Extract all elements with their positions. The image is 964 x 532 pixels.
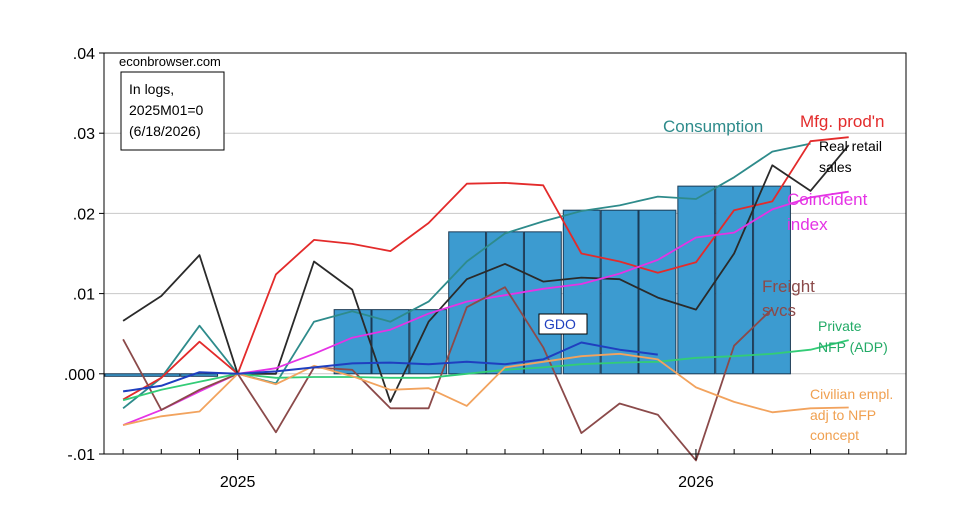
gdo-bar [486,231,524,375]
series-line-civilian-empl-adj-to-nfp-concept [122,352,849,426]
label-mfg-prodn: Mfg. prod'n [800,112,885,131]
gdo-bar [448,231,487,375]
label-private: Private [818,318,862,334]
y-tick-label: .000 [64,367,95,384]
label-real-retail: Real retail [819,138,882,154]
y-tick-label: .04 [73,46,95,63]
series-line-mfg-prod-n [122,136,849,401]
x-tick-label: 2026 [678,474,714,491]
gdo-bar [180,373,219,377]
label-concept: concept [810,427,859,443]
x-axis: 2025 2026 [122,449,888,491]
note-line-3: (6/18/2026) [129,123,201,139]
gdo-bar [104,373,143,377]
line-series [122,136,850,462]
label-index: index [787,215,828,234]
label-sales: sales [819,159,852,175]
y-tick-label: -.01 [67,447,95,464]
gdo-bar [142,373,181,377]
label-civilian-empl: Civilian empl. [810,386,893,402]
source-label: econbrowser.com [119,54,221,69]
y-tick-label: .03 [73,126,95,143]
label-consumption: Consumption [663,117,763,136]
label-nfp-adp: NFP (ADP) [818,339,888,355]
gdo-bar [523,231,562,375]
gdo-bar [715,185,754,375]
note-line-2: 2025M01=0 [129,102,204,118]
y-tick-label: .01 [73,287,95,304]
y-axis: .04 .03 .02 .01 .000 -.01 [64,46,104,464]
label-gdo: GDO [544,316,576,332]
note-line-1: In logs, [129,81,174,97]
gdo-label-box [538,313,588,335]
label-svcs: svcs [762,301,796,320]
label-freight: Freight [762,277,815,296]
note-box [120,71,225,151]
series-line-gdo [122,341,658,393]
y-tick-label: .02 [73,206,95,223]
series-line-private-nfp-adp [122,339,849,402]
gdo-bar [677,185,716,375]
gdo-bar [562,209,601,375]
label-adj-to-nfp: adj to NFP [810,407,876,423]
x-tick-label: 2025 [220,474,256,491]
series-line-freight-svcs [122,286,773,462]
label-coincident: Coincident [787,190,868,209]
